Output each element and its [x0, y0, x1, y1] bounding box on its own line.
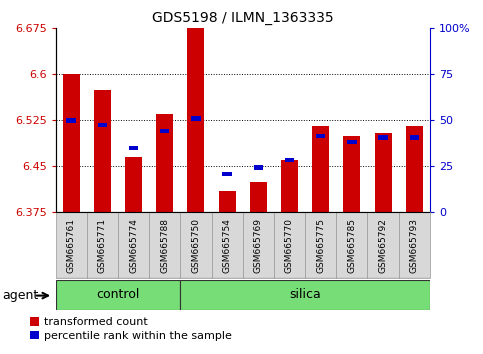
- Bar: [191, 116, 200, 121]
- Bar: [242, 212, 274, 278]
- Text: GSM665775: GSM665775: [316, 218, 325, 273]
- Bar: [180, 280, 430, 310]
- Title: GDS5198 / ILMN_1363335: GDS5198 / ILMN_1363335: [152, 11, 334, 24]
- Bar: [285, 158, 294, 162]
- Bar: [56, 280, 180, 310]
- Bar: [398, 212, 430, 278]
- Text: GSM665770: GSM665770: [285, 218, 294, 273]
- Bar: [149, 212, 180, 278]
- Bar: [67, 118, 76, 122]
- Text: GSM665750: GSM665750: [191, 218, 200, 273]
- Text: silica: silica: [289, 288, 321, 301]
- Bar: [98, 123, 107, 127]
- Bar: [94, 90, 111, 212]
- Bar: [180, 212, 212, 278]
- Bar: [406, 126, 423, 212]
- Text: control: control: [96, 288, 140, 301]
- Text: GSM665754: GSM665754: [223, 218, 232, 273]
- Bar: [305, 212, 336, 278]
- Text: GSM665771: GSM665771: [98, 218, 107, 273]
- Bar: [160, 129, 170, 133]
- Text: GSM665793: GSM665793: [410, 218, 419, 273]
- Text: GSM665792: GSM665792: [379, 218, 387, 273]
- Bar: [156, 114, 173, 212]
- Legend: transformed count, percentile rank within the sample: transformed count, percentile rank withi…: [30, 317, 232, 341]
- Bar: [223, 172, 232, 176]
- Bar: [63, 74, 80, 212]
- Bar: [250, 182, 267, 212]
- Bar: [274, 212, 305, 278]
- Bar: [87, 212, 118, 278]
- Bar: [218, 191, 236, 212]
- Text: GSM665769: GSM665769: [254, 218, 263, 273]
- Bar: [368, 212, 398, 278]
- Bar: [336, 212, 368, 278]
- Bar: [347, 140, 356, 144]
- Bar: [378, 135, 388, 140]
- Bar: [254, 165, 263, 170]
- Bar: [118, 212, 149, 278]
- Bar: [410, 135, 419, 140]
- Bar: [125, 157, 142, 212]
- Text: agent: agent: [2, 289, 39, 302]
- Bar: [56, 212, 87, 278]
- Text: GSM665785: GSM665785: [347, 218, 356, 273]
- Bar: [187, 28, 204, 212]
- Text: GSM665761: GSM665761: [67, 218, 76, 273]
- Bar: [343, 136, 360, 212]
- Bar: [374, 133, 392, 212]
- Bar: [316, 133, 326, 138]
- Bar: [129, 146, 138, 150]
- Text: GSM665774: GSM665774: [129, 218, 138, 273]
- Bar: [281, 160, 298, 212]
- Bar: [312, 126, 329, 212]
- Bar: [212, 212, 242, 278]
- Text: GSM665788: GSM665788: [160, 218, 169, 273]
